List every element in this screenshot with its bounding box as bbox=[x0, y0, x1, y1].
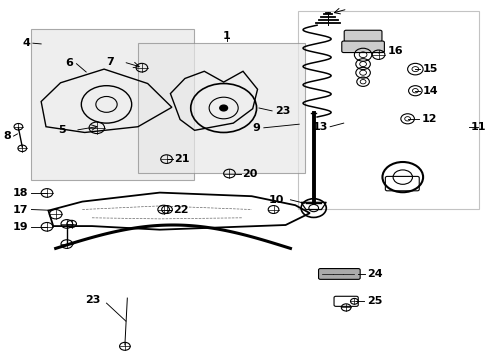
Text: 11: 11 bbox=[469, 122, 485, 132]
Text: 9: 9 bbox=[252, 123, 260, 133]
Polygon shape bbox=[31, 29, 193, 180]
Text: 13: 13 bbox=[312, 122, 327, 132]
Text: 10: 10 bbox=[268, 195, 283, 205]
Text: 7: 7 bbox=[106, 57, 114, 67]
Text: 6: 6 bbox=[65, 58, 73, 68]
FancyBboxPatch shape bbox=[344, 30, 381, 42]
Text: 19: 19 bbox=[12, 222, 28, 232]
Text: 24: 24 bbox=[366, 269, 382, 279]
Text: 23: 23 bbox=[85, 294, 101, 305]
Text: 21: 21 bbox=[174, 154, 189, 164]
FancyBboxPatch shape bbox=[318, 269, 360, 279]
Text: 14: 14 bbox=[422, 86, 438, 96]
Text: 15: 15 bbox=[422, 64, 438, 74]
Text: 1: 1 bbox=[222, 31, 230, 41]
Polygon shape bbox=[138, 43, 305, 173]
Text: 12: 12 bbox=[421, 114, 437, 124]
Text: 17: 17 bbox=[13, 204, 28, 215]
Text: 25: 25 bbox=[366, 296, 382, 306]
Text: 5: 5 bbox=[58, 125, 65, 135]
Text: 4: 4 bbox=[22, 38, 30, 48]
Circle shape bbox=[219, 105, 227, 111]
Text: 8: 8 bbox=[3, 131, 11, 141]
Text: 16: 16 bbox=[386, 46, 402, 56]
Text: 18: 18 bbox=[13, 188, 28, 198]
Polygon shape bbox=[297, 11, 478, 209]
Text: 20: 20 bbox=[242, 168, 257, 179]
Text: 23: 23 bbox=[274, 106, 290, 116]
FancyBboxPatch shape bbox=[341, 41, 384, 53]
Text: 22: 22 bbox=[173, 204, 188, 215]
